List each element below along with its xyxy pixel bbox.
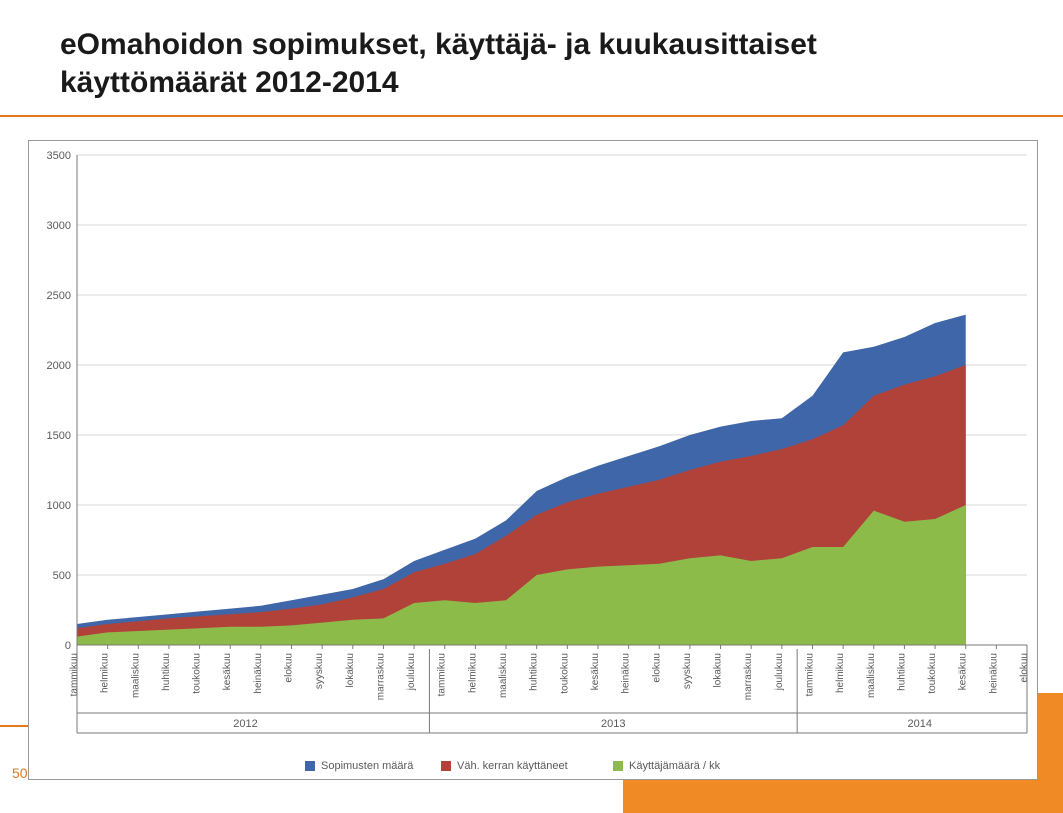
legend-label: Käyttäjämäärä / kk	[629, 760, 721, 772]
x-tick-label: syyskuu	[314, 653, 325, 689]
x-tick-label: marraskuu	[743, 653, 754, 700]
y-tick-label: 3000	[47, 220, 71, 232]
y-tick-label: 3500	[47, 150, 71, 162]
y-tick-label: 500	[53, 570, 71, 582]
x-tick-label: kesäkuu	[958, 653, 969, 690]
x-tick-label: kesäkuu	[590, 653, 601, 690]
y-tick-label: 0	[65, 640, 71, 652]
legend-swatch	[441, 761, 451, 771]
x-tick-label: joulukuu	[774, 653, 785, 691]
year-group-label: 2012	[233, 718, 257, 730]
x-tick-label: lokakuu	[345, 653, 356, 687]
x-tick-label: toukokuu	[927, 653, 938, 694]
chart-container: 0 500 1000 1500 2000 2500 3000 3500 tammikuu helm…	[28, 140, 1038, 780]
page-title: eOmahoidon sopimukset, käyttäjä- ja kuuk…	[60, 26, 960, 101]
x-tick-label: heinäkuu	[621, 653, 632, 694]
x-tick-label: kesäkuu	[222, 653, 233, 690]
x-tick-label: marraskuu	[375, 653, 386, 700]
x-tick-label: heinäkuu	[988, 653, 999, 694]
year-group-label: 2014	[907, 718, 931, 730]
x-tick-label: elokuu	[284, 653, 295, 682]
x-tick-label: helmikuu	[835, 653, 846, 693]
x-tick-label: toukokuu	[559, 653, 570, 694]
page-number: 50	[12, 765, 28, 781]
x-tick-label: huhtikuu	[161, 653, 172, 691]
x-tick-label: toukokuu	[192, 653, 203, 694]
x-tick-label: maaliskuu	[498, 653, 509, 698]
chart-svg: 0 500 1000 1500 2000 2500 3000 3500 tammikuu helm…	[29, 141, 1037, 779]
x-tick-label: maaliskuu	[130, 653, 141, 698]
legend-swatch	[613, 761, 623, 771]
y-tick-label: 1500	[47, 430, 71, 442]
x-tick-label: huhtikuu	[896, 653, 907, 691]
slide: eOmahoidon sopimukset, käyttäjä- ja kuuk…	[0, 0, 1063, 813]
x-tick-label: helmikuu	[100, 653, 111, 693]
x-tick-label: tammikuu	[437, 653, 448, 696]
x-tick-label: syyskuu	[682, 653, 693, 689]
legend-swatch	[305, 761, 315, 771]
x-tick-label: tammikuu	[69, 653, 80, 696]
legend-label: Sopimusten määrä	[321, 760, 414, 772]
year-group-label: 2013	[601, 718, 625, 730]
x-tick-label: elokuu	[1019, 653, 1030, 682]
x-tick-label: joulukuu	[406, 653, 417, 691]
x-tick-label: huhtikuu	[529, 653, 540, 691]
x-tick-label: maaliskuu	[866, 653, 877, 698]
x-tick-label: heinäkuu	[253, 653, 264, 694]
x-tick-label: tammikuu	[804, 653, 815, 696]
legend-label: Väh. kerran käyttäneet	[457, 760, 568, 772]
y-tick-label: 2000	[47, 360, 71, 372]
title-underline	[0, 115, 1063, 117]
x-tick-label: helmikuu	[467, 653, 478, 693]
x-tick-label: lokakuu	[713, 653, 724, 687]
y-tick-label: 2500	[47, 290, 71, 302]
x-tick-label: elokuu	[651, 653, 662, 682]
y-tick-label: 1000	[47, 500, 71, 512]
